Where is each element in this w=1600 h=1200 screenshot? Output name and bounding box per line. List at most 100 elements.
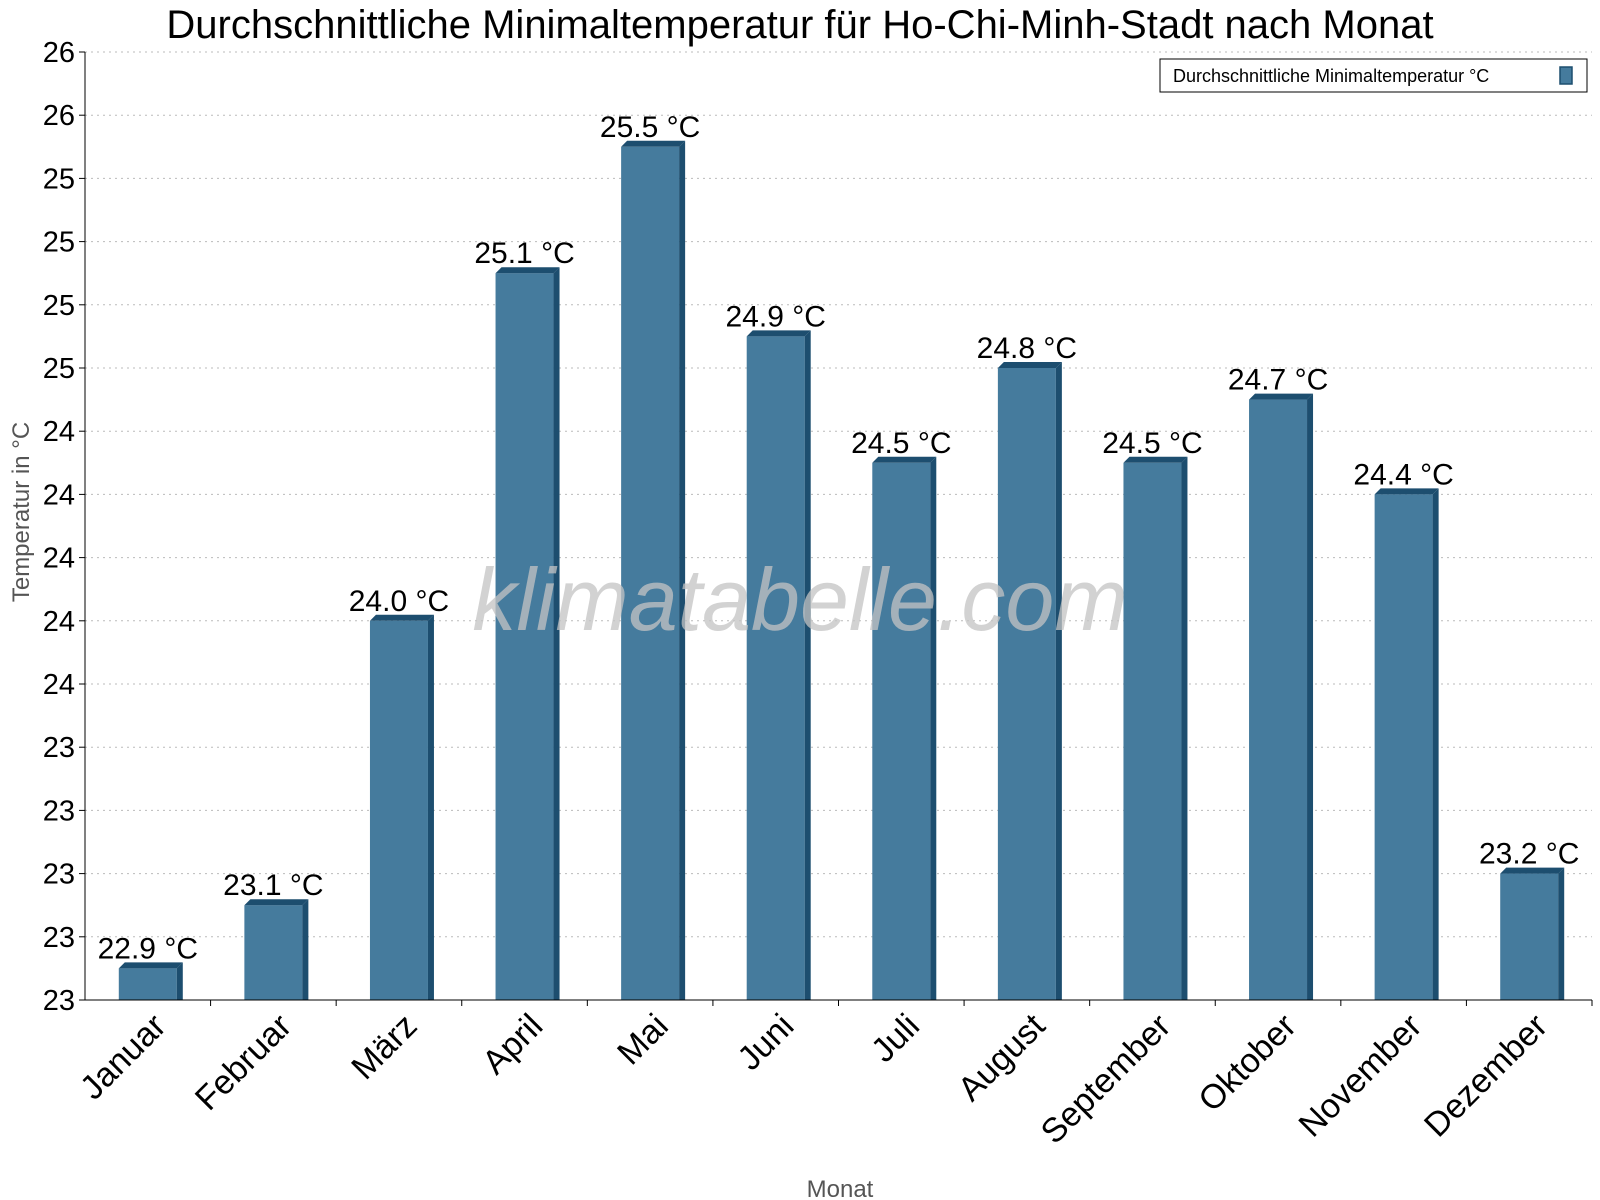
data-label: 24.5 °C (851, 427, 951, 460)
y-tick-label: 24 (43, 606, 75, 638)
y-tick-label: 23 (43, 732, 75, 764)
bar-side (804, 330, 811, 1000)
x-tick-label: Februar (188, 1007, 299, 1118)
x-axis-title: Monat (807, 1176, 874, 1200)
bar-top (1374, 488, 1439, 495)
y-tick-label: 26 (43, 37, 75, 69)
data-label: 24.5 °C (1102, 427, 1202, 460)
bar-top (244, 899, 309, 906)
bar-top (1123, 456, 1188, 463)
bar-side (679, 140, 686, 1001)
bar-face (118, 968, 177, 1000)
bar-top (997, 362, 1062, 368)
x-tick-label: Dezember (1417, 1007, 1555, 1145)
x-tick-label: April (475, 1007, 550, 1082)
bar-face (369, 620, 428, 1000)
y-axis-title: Temperatur in °C (8, 422, 35, 602)
bar-5 (621, 140, 686, 1001)
chart-title: Durchschnittliche Minimaltemperatur für … (166, 3, 1433, 47)
bar-face (872, 462, 931, 1000)
x-tick-label: Juli (864, 1007, 927, 1070)
bar-face (1123, 462, 1182, 1000)
y-tick-label: 24 (43, 479, 75, 511)
bar-face (997, 368, 1056, 1000)
bar-side (930, 456, 937, 1000)
bar-top (872, 456, 937, 463)
bar-9 (1123, 456, 1188, 1000)
y-tick-label: 24 (43, 416, 75, 448)
data-label: 24.0 °C (349, 585, 449, 618)
bar-face (244, 905, 303, 1000)
y-tick-label: 25 (43, 163, 75, 195)
bar-top (495, 267, 560, 274)
y-tick-label: 25 (43, 353, 75, 385)
bar-side (302, 899, 309, 1000)
data-label: 24.4 °C (1353, 458, 1453, 491)
data-label: 24.9 °C (726, 300, 826, 333)
x-tick-label: Januar (73, 1007, 173, 1107)
y-tick-label: 25 (43, 290, 75, 322)
bar-side (553, 267, 560, 1000)
x-tick-label: September (1034, 1007, 1178, 1151)
bar-3 (369, 614, 434, 1000)
bar-face (621, 146, 680, 1001)
bar-8 (997, 362, 1062, 1000)
bar-11 (1374, 488, 1439, 1000)
data-label: 22.9 °C (98, 932, 198, 965)
y-tick-label: 23 (43, 859, 75, 891)
data-label: 23.1 °C (223, 869, 323, 902)
bar-side (1432, 488, 1439, 1000)
bar-side (1558, 867, 1565, 1000)
bar-top (118, 962, 183, 969)
x-tick-label: August (951, 1006, 1053, 1108)
data-label: 24.7 °C (1228, 364, 1328, 397)
bar-top (746, 330, 811, 337)
bar-7 (872, 456, 937, 1000)
bar-face (495, 273, 554, 1000)
data-labels: 22.9 °C 23.1 °C 24.0 °C 25.1 °C 25.5 °C 24.9 … (98, 111, 1580, 966)
bar-face (1500, 873, 1559, 1000)
bar-4 (495, 267, 560, 1000)
legend: Durchschnittliche Minimaltemperatur °C (1159, 58, 1588, 93)
x-tick-label: November (1292, 1007, 1430, 1145)
bar-top (1249, 393, 1314, 400)
y-tick-label: 24 (43, 669, 75, 701)
data-label: 25.5 °C (600, 111, 700, 144)
bar-10 (1249, 393, 1314, 1001)
x-tick-label: Mai (610, 1007, 676, 1073)
y-tick-label: 26 (43, 100, 75, 132)
bar-side (427, 614, 434, 1000)
x-axis-ticks: Januar Februar März April Mai Juni Juli AugustS… (73, 1000, 1593, 1151)
y-tick-label: 23 (43, 922, 75, 954)
bar-12 (1500, 867, 1565, 1000)
bar-top (621, 140, 686, 147)
y-tick-label: 23 (43, 795, 75, 827)
bar-side (1055, 362, 1062, 1000)
bar-top (369, 614, 434, 621)
bar-face (746, 336, 805, 1000)
bar-2 (244, 899, 309, 1000)
bar-1 (118, 962, 183, 1000)
legend-swatch (1559, 66, 1573, 85)
data-label: 25.1 °C (474, 237, 574, 270)
legend-label: Durchschnittliche Minimaltemperatur °C (1173, 66, 1489, 86)
x-tick-label: Oktober (1191, 1007, 1303, 1119)
legend-box (1159, 58, 1588, 93)
data-label: 24.8 °C (977, 332, 1077, 365)
y-tick-label: 23 (43, 985, 75, 1017)
data-label: 23.2 °C (1479, 838, 1579, 871)
x-tick-label: März (344, 1007, 424, 1087)
y-axis-ticks: 23 23 23 23 23 24 24 24 24 24 25 25 25 25 26 26 (43, 37, 85, 1017)
watermark: klimatabelle.com (472, 550, 1127, 649)
bar-face (1374, 494, 1433, 1000)
bar-face (1249, 399, 1308, 1001)
bars (118, 140, 1565, 1001)
y-tick-label: 25 (43, 227, 75, 259)
bar-side (1307, 393, 1314, 1001)
x-tick-label: Juni (730, 1007, 801, 1078)
bar-side (176, 962, 183, 1000)
bar-side (1181, 456, 1188, 1000)
y-tick-label: 24 (43, 543, 75, 575)
gridlines (85, 51, 1592, 938)
